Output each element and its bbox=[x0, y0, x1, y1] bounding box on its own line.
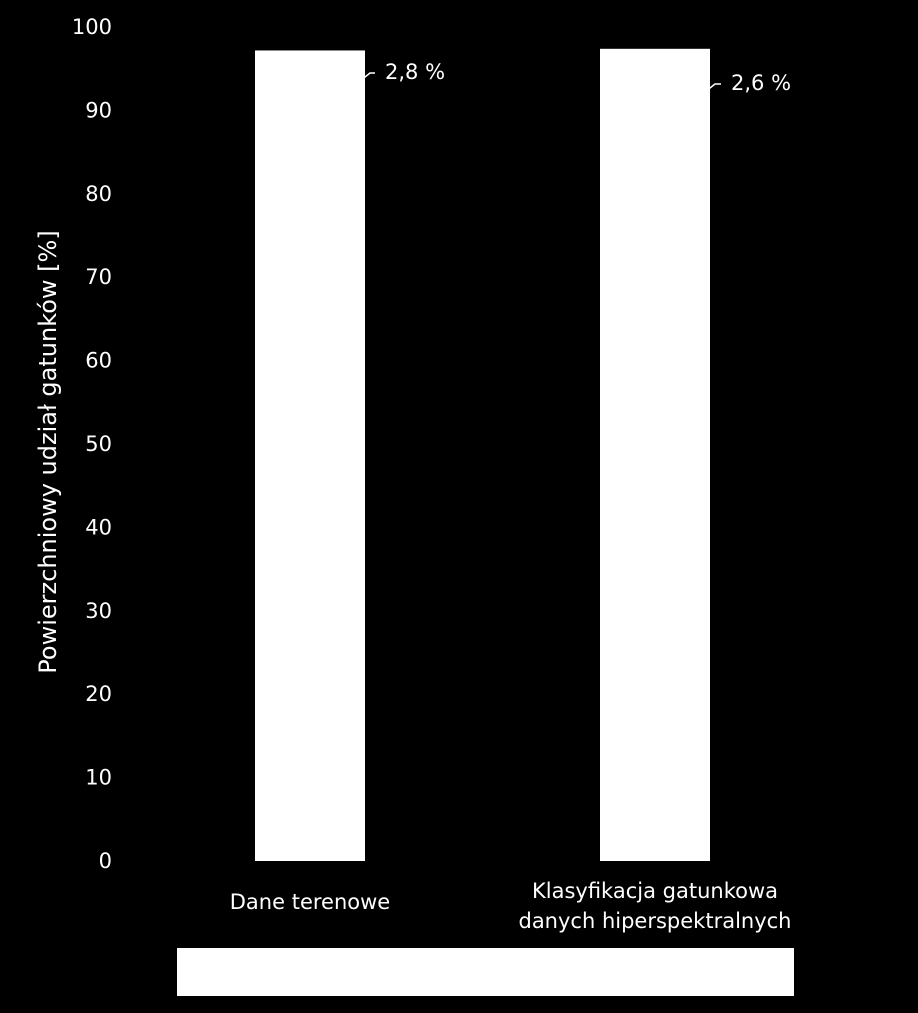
y-tick-label: 40 bbox=[85, 515, 112, 539]
category-labels: Dane terenowe Klasyfikacja gatunkowa danyc… bbox=[230, 879, 792, 933]
bar-segment bbox=[255, 27, 365, 51]
y-tick-label: 100 bbox=[72, 15, 112, 39]
y-tick-label: 60 bbox=[85, 349, 112, 373]
legend-box bbox=[177, 948, 794, 996]
annotation-leader-line bbox=[359, 72, 375, 82]
y-tick-label: 70 bbox=[85, 265, 112, 289]
bar-segment bbox=[255, 50, 365, 862]
y-axis-ticks: 0 10 20 30 40 50 60 70 80 90 100 bbox=[72, 15, 112, 873]
annotations: 2,8 % 2,6 % bbox=[359, 60, 791, 95]
bars bbox=[255, 27, 710, 862]
annotation-leader-line bbox=[704, 83, 721, 93]
annotation-label: 2,6 % bbox=[731, 71, 791, 95]
bar-segment bbox=[600, 48, 710, 861]
y-tick-label: 90 bbox=[85, 98, 112, 122]
y-tick-label: 50 bbox=[85, 432, 112, 456]
y-tick-label: 20 bbox=[85, 682, 112, 706]
category-label: Dane terenowe bbox=[230, 890, 390, 914]
y-axis-title: Powierzchniowy udział gatunków [%] bbox=[34, 230, 62, 673]
bar-segment bbox=[600, 27, 710, 49]
y-tick-label: 0 bbox=[99, 849, 112, 873]
y-tick-label: 30 bbox=[85, 599, 112, 623]
y-tick-label: 10 bbox=[85, 766, 112, 790]
category-label: Klasyfikacja gatunkowa danych hiperspektr… bbox=[518, 879, 791, 933]
annotation-label: 2,8 % bbox=[385, 60, 445, 84]
y-tick-label: 80 bbox=[85, 182, 112, 206]
